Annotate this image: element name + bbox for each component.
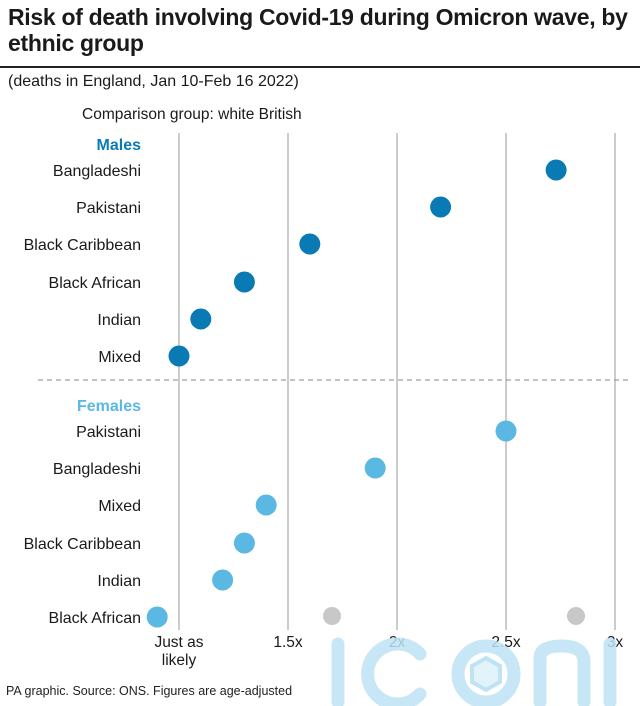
row-label-males-1: Pakistani xyxy=(76,200,141,217)
row-label-males-3: Black African xyxy=(49,275,141,292)
dot-males-black-caribbean xyxy=(299,233,321,255)
group-header-females: Females xyxy=(77,398,141,415)
dot-males-mixed xyxy=(168,345,190,367)
row-label-males-5: Mixed xyxy=(98,349,141,366)
dot-females-mixed xyxy=(255,494,277,516)
x-tick-label-0: Just as likely xyxy=(154,634,203,669)
dot-females-pakistani xyxy=(495,420,517,442)
x-tick-label-1: 1.5x xyxy=(273,634,303,651)
row-label-females-3: Black Caribbean xyxy=(24,536,141,553)
dot-males-pakistani xyxy=(430,196,452,218)
row-label-females-5: Black African xyxy=(49,610,141,627)
row-label-males-0: Bangladeshi xyxy=(53,163,141,180)
chart-subtitle: (deaths in England, Jan 10-Feb 16 2022) xyxy=(8,73,299,90)
source-footer: PA graphic. Source: ONS. Figures are age… xyxy=(6,684,293,698)
dot-males-indian xyxy=(190,308,212,330)
row-label-females-2: Mixed xyxy=(98,498,141,515)
chart-title: Risk of death involving Covid-19 during … xyxy=(8,4,628,56)
row-label-females-0: Pakistani xyxy=(76,424,141,441)
dot-females-bangladeshi xyxy=(364,457,386,479)
dot-males-black-african xyxy=(233,271,255,293)
dot-females-black-african xyxy=(146,606,168,628)
row-label-males-4: Indian xyxy=(97,312,141,329)
title-rule xyxy=(0,66,640,68)
dot-males-bangladeshi xyxy=(545,159,567,181)
row-label-females-4: Indian xyxy=(97,573,141,590)
group-header-males: Males xyxy=(97,137,142,154)
row-label-males-2: Black Caribbean xyxy=(24,237,141,254)
row-label-females-1: Bangladeshi xyxy=(53,461,141,478)
comparison-note: Comparison group: white British xyxy=(82,106,302,123)
dot-females-black-caribbean xyxy=(233,532,255,554)
iconic-watermark-logo xyxy=(323,607,617,706)
dot-females-indian xyxy=(212,569,234,591)
